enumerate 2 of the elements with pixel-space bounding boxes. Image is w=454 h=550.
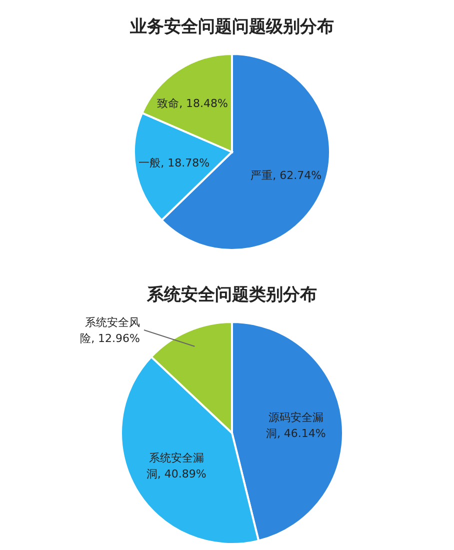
chart-title: 业务安全问题问题级别分布 [129,17,334,37]
chart-title: 系统安全问题类别分布 [146,285,317,305]
